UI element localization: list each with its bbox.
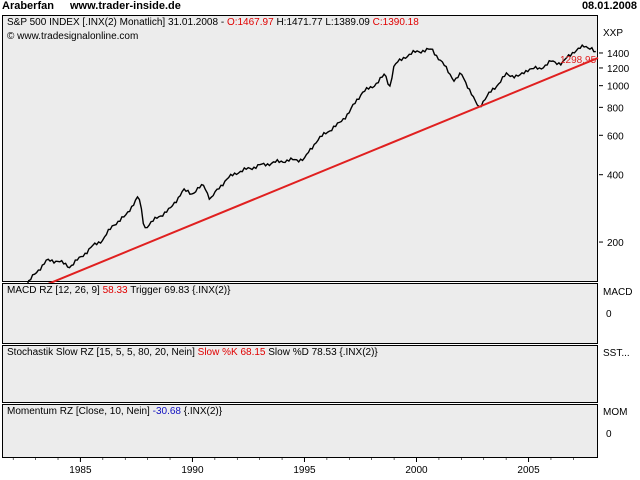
y-tick-label: 1000: [607, 82, 630, 93]
close-value: C:1390.18: [372, 17, 419, 28]
y-tick-label: 200: [607, 238, 624, 249]
axis-unit-label: XXP: [603, 28, 624, 39]
macd-zero-label: 0: [606, 309, 612, 320]
momentum-panel: Momentum RZ [Close, 10, Nein] -30.68 {.I…: [2, 404, 598, 458]
mom-axis-label: MOM: [603, 407, 628, 418]
macd-title: MACD RZ [12, 26, 9]: [7, 285, 103, 296]
high-value: H:1471.77: [276, 17, 323, 28]
site-label: www.trader-inside.de: [70, 0, 181, 12]
y-tick-label: 800: [607, 103, 624, 114]
x-tick-label: 1985: [69, 465, 92, 476]
low-value: L:1389.09: [325, 17, 370, 28]
stoch-axis-label: SST...: [603, 348, 630, 359]
y-tick-label: 1400: [607, 49, 630, 60]
trendline: [3, 57, 599, 303]
stochastic-panel: Stochastik Slow RZ [15, 5, 5, 80, 20, Ne…: [2, 345, 598, 403]
stochastic-panel-title: Stochastik Slow RZ [15, 5, 5, 80, 20, Ne…: [7, 347, 378, 359]
x-tick-label: 1995: [293, 465, 316, 476]
credit-text: © www.tradesignalonline.com: [7, 31, 139, 42]
macd-axis-label: MACD: [603, 287, 633, 298]
stoch-k-value: Slow %K 68.15: [197, 347, 266, 358]
x-tick-label: 1990: [181, 465, 204, 476]
macd-panel: MACD RZ [12, 26, 9] 58.33 Trigger 69.83 …: [2, 283, 598, 344]
x-tick-label: 2005: [517, 465, 540, 476]
macd-trigger: Trigger 69.83 {.INX(2)}: [127, 285, 231, 296]
price-panel: S&P 500 INDEX [.INX(2) Monatlich] 31.01.…: [2, 15, 598, 282]
author-label: Araberfan: [2, 0, 54, 12]
y-tick-label: 400: [607, 171, 624, 182]
y-tick-label: 1200: [607, 64, 630, 75]
mom-title: Momentum RZ [Close, 10, Nein]: [7, 406, 153, 417]
trendline-label: 1298.95: [560, 55, 597, 66]
mom-zero-label: 0: [606, 429, 612, 440]
y-tick-label: 600: [607, 131, 624, 142]
stoch-d-value: Slow %D 78.53 {.INX(2)}: [265, 347, 378, 358]
price-series-line: [12, 43, 596, 301]
x-tick-label: 2000: [405, 465, 428, 476]
macd-panel-title: MACD RZ [12, 26, 9] 58.33 Trigger 69.83 …: [7, 285, 230, 297]
macd-value: 58.33: [102, 285, 128, 296]
stoch-title: Stochastik Slow RZ [15, 5, 5, 80, 20, Ne…: [7, 347, 198, 358]
mom-suffix: {.INX(2)}: [180, 406, 223, 417]
date-label: 08.01.2008: [581, 0, 637, 12]
momentum-panel-title: Momentum RZ [Close, 10, Nein] -30.68 {.I…: [7, 406, 222, 418]
open-value: O:1467.97: [226, 17, 274, 28]
mom-value: -30.68: [152, 406, 181, 417]
price-panel-title: S&P 500 INDEX [.INX(2) Monatlich] 31.01.…: [7, 17, 419, 29]
price-title-prefix: S&P 500 INDEX [.INX(2) Monatlich] 31.01.…: [7, 17, 227, 28]
